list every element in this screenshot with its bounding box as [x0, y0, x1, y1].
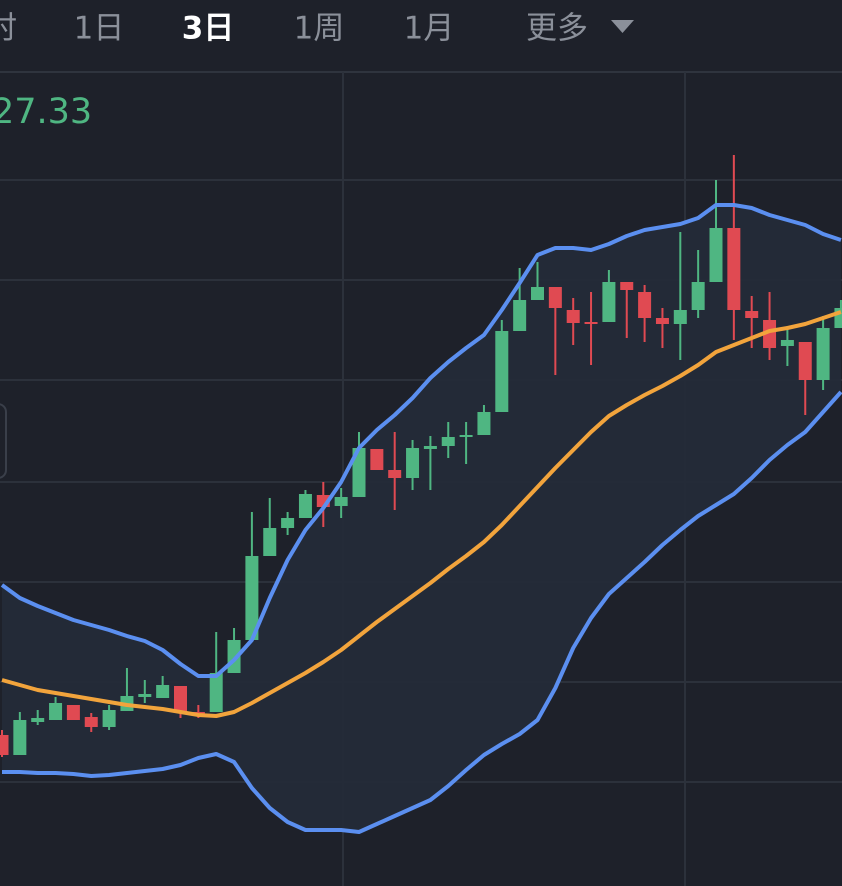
candle-body — [602, 282, 616, 322]
candle-body — [513, 300, 527, 331]
tab[interactable]: 1月 — [404, 11, 455, 47]
candle-body — [334, 497, 348, 506]
indicator-line — [1, 310, 842, 718]
candle-body — [691, 282, 705, 310]
tab[interactable]: 1日 — [74, 11, 125, 47]
candle-body — [263, 528, 277, 556]
plot — [0, 155, 842, 834]
tab[interactable]: 更多 — [526, 11, 588, 47]
candle-body — [780, 340, 794, 346]
candle-body — [298, 494, 312, 518]
tab[interactable]: 时 — [0, 11, 17, 47]
candle-body — [441, 437, 455, 446]
candle-body — [0, 735, 9, 755]
candle-body — [423, 446, 437, 449]
candle-body — [531, 287, 544, 300]
candle-body — [102, 710, 116, 727]
candle-body — [798, 342, 812, 380]
candle-body — [84, 717, 98, 727]
candle-body — [816, 328, 830, 380]
candle-body — [352, 448, 366, 497]
candle-body — [156, 685, 170, 698]
candle-body — [709, 228, 723, 282]
candle-body — [745, 311, 759, 318]
candle-body — [566, 310, 580, 323]
candle-body — [763, 320, 777, 348]
indicator-line — [2, 390, 842, 834]
candle-body — [31, 718, 45, 722]
tab[interactable]: 1周 — [294, 11, 345, 47]
candle-body — [66, 705, 80, 720]
candle-body — [655, 318, 669, 324]
candle-body — [477, 412, 491, 435]
tab[interactable]: 3日 — [182, 11, 235, 47]
candle-body — [370, 449, 384, 470]
side-handle[interactable] — [0, 403, 7, 479]
candle-body — [495, 331, 509, 412]
candle-body — [174, 686, 187, 712]
candle-body — [245, 556, 259, 640]
candle-body — [834, 308, 842, 328]
candle-body — [406, 448, 420, 478]
indicator-line — [0, 203, 842, 678]
candle-body — [620, 282, 634, 290]
band-fill — [2, 205, 841, 832]
candle-body — [49, 703, 63, 720]
price-label: 27.33 — [0, 92, 92, 132]
candle-body — [209, 673, 223, 712]
candle-body — [548, 287, 562, 308]
candle-body — [673, 310, 687, 324]
candle-body — [638, 292, 652, 318]
candle-body — [727, 228, 741, 310]
candle-body — [281, 518, 295, 528]
candle-body — [584, 322, 598, 324]
timeframe-tabs: 时 1日 3日 1周 1月 更多 — [0, 11, 634, 47]
candle-body — [388, 470, 402, 478]
candle-body — [459, 435, 473, 437]
candle-body — [138, 694, 152, 697]
dropdown-arrow[interactable] — [611, 20, 634, 33]
candle-body — [13, 720, 27, 755]
